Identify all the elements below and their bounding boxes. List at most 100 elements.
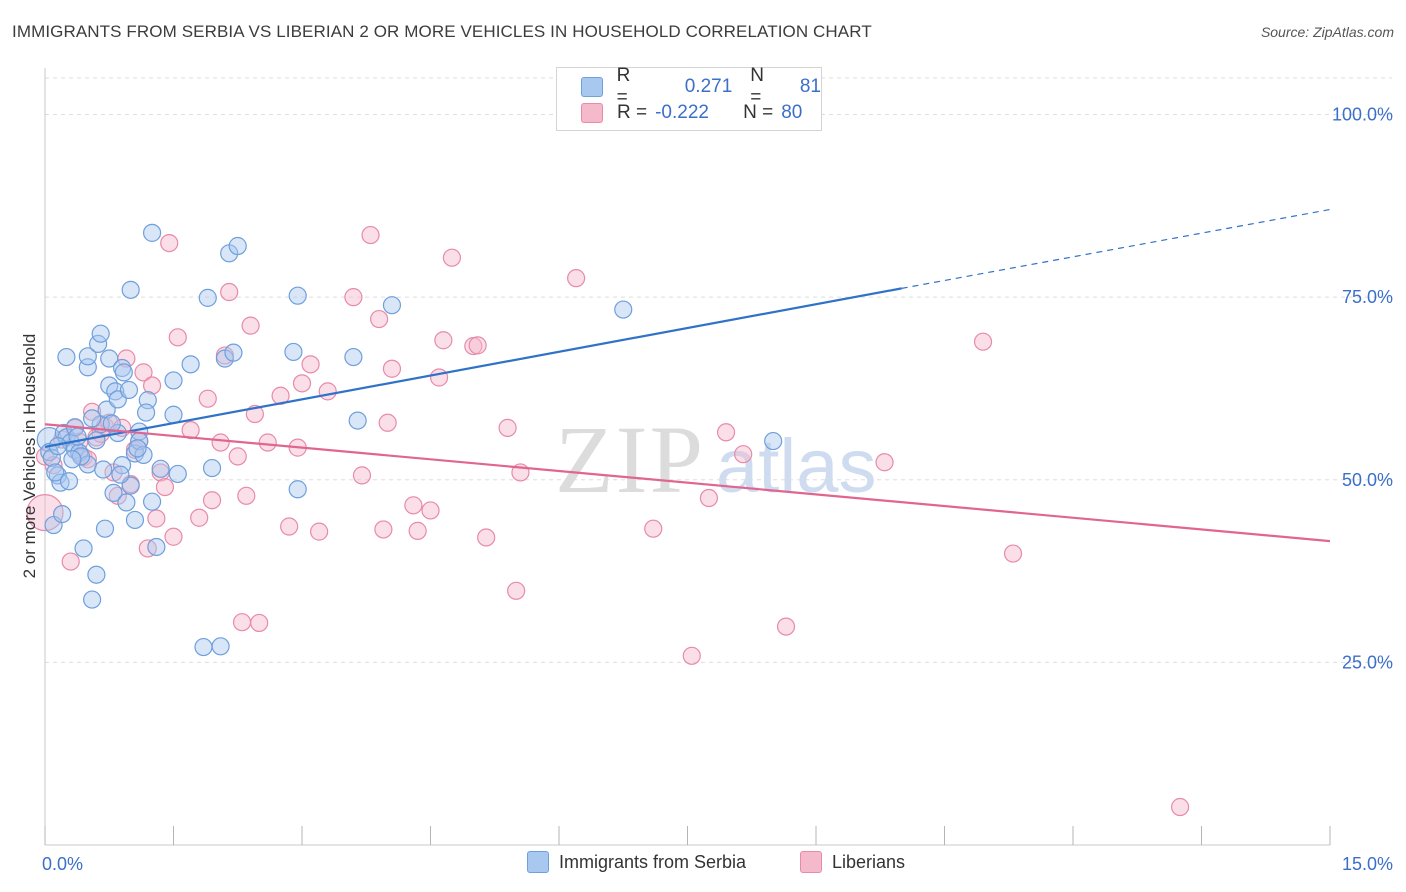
liberians-point [716, 423, 736, 442]
serbia-point [168, 464, 187, 484]
series-legend: Immigrants from Serbia Liberians [0, 851, 1406, 879]
serbia-point [91, 324, 110, 343]
liberians-point [220, 282, 239, 302]
serbia-point [97, 400, 116, 419]
liberians-point [434, 331, 453, 350]
liberians-point [374, 520, 393, 539]
serbia-point [211, 637, 230, 656]
liberians-point [228, 447, 247, 466]
liberians-point [142, 376, 162, 395]
liberians-point [318, 382, 337, 401]
serbia-point [119, 380, 139, 400]
serbia-point [284, 342, 303, 362]
serbia-point [764, 431, 783, 451]
liberians-point [404, 496, 423, 515]
serbia-point [95, 519, 115, 538]
serbia-point [53, 504, 72, 524]
x-tick-label: 0.0% [42, 854, 83, 874]
liberians-point [370, 309, 389, 329]
liberians-point [160, 233, 179, 253]
serbia-point [57, 347, 76, 367]
legend-label: Immigrants from Serbia [559, 851, 747, 872]
liberians-point [1170, 797, 1190, 817]
gridlines [45, 77, 1392, 663]
serbia-point [111, 465, 130, 484]
liberians-point [250, 613, 269, 633]
legend-label: Liberians [832, 851, 906, 872]
serbia-point [224, 343, 243, 362]
serbia-point [121, 280, 140, 299]
serbia-point [83, 409, 102, 428]
chart-title: IMMIGRANTS FROM SERBIA VS LIBERIAN 2 OR … [12, 22, 872, 41]
liberians-point [168, 328, 187, 347]
serbia-point [74, 539, 93, 558]
serbia-point [104, 483, 123, 503]
liberians-point [442, 248, 462, 267]
liberians-point [292, 374, 312, 393]
liberians-point [382, 359, 402, 378]
serbia-point [46, 463, 65, 482]
y-tick-label: 75.0% [1342, 287, 1393, 307]
x-tick-label: 15.0% [1342, 854, 1393, 874]
serbia-point [288, 480, 307, 499]
liberians-point [83, 402, 102, 421]
watermark-atlas: atlas [716, 424, 877, 509]
liberians-point [134, 363, 153, 382]
serbia-point [194, 637, 213, 657]
liberians-point [310, 522, 329, 541]
serbia-point [136, 403, 156, 422]
r-value: -0.222 [655, 102, 709, 123]
serbia-point [614, 300, 633, 319]
series-liberians [26, 225, 1190, 817]
liberians-point [1003, 544, 1023, 563]
liberians-point [776, 617, 796, 636]
serbia-point [114, 363, 133, 382]
liberians-point [734, 445, 753, 464]
liberians-point [26, 494, 64, 532]
serbia-point [348, 411, 367, 430]
serbia-point [100, 349, 119, 368]
liberians-point [344, 288, 363, 307]
series-serbia [36, 223, 783, 657]
source-credit: Source: ZipAtlas.com [1260, 24, 1394, 40]
watermark: ZIP atlas [555, 406, 877, 513]
liberians-point [237, 486, 256, 505]
serbia-point [102, 414, 121, 433]
liberians-point [190, 508, 209, 527]
watermark-zip: ZIP [555, 406, 705, 513]
y-tick-label: 25.0% [1342, 652, 1393, 672]
serbia-point [181, 355, 200, 374]
liberians-point [301, 355, 320, 374]
serbia-point [142, 492, 162, 511]
liberia-swatch [800, 851, 822, 873]
serbia-point [198, 288, 217, 307]
liberians-point [421, 501, 440, 520]
y-tick-label: 50.0% [1342, 470, 1393, 490]
liberians-point [429, 368, 449, 387]
serbia-point [151, 459, 170, 478]
liberians-point [408, 521, 427, 540]
legend-item-serbia: Immigrants from Serbia [527, 851, 746, 873]
r-label: R = [616, 65, 631, 108]
liberians-point [147, 509, 166, 528]
serbia-point [288, 286, 307, 305]
liberians-point [280, 517, 299, 536]
correlation-legend: R = 0.271 N = 81 R = -0.222 N = 80 [556, 65, 822, 131]
serbia-point [164, 371, 183, 390]
serbia-point [117, 493, 136, 512]
liberians-point [198, 389, 217, 408]
liberians-point [211, 433, 230, 452]
serbia-swatch [581, 77, 603, 97]
liberians-point [644, 519, 663, 538]
serbia-swatch [527, 851, 549, 873]
tick-labels: 25.0% 50.0% 75.0% 100.0% 0.0% 15.0% [42, 105, 1393, 874]
serbia-point [125, 510, 145, 530]
liberia-swatch [581, 103, 603, 123]
serbia-point [87, 565, 106, 584]
liberians-point [241, 316, 260, 335]
y-axis-label: 2 or more Vehicles in Household [20, 333, 39, 579]
liberians-point [202, 491, 222, 510]
legend-item-liberia: Liberians [800, 851, 905, 873]
serbia-point [142, 223, 162, 242]
serbia-point [48, 466, 67, 485]
